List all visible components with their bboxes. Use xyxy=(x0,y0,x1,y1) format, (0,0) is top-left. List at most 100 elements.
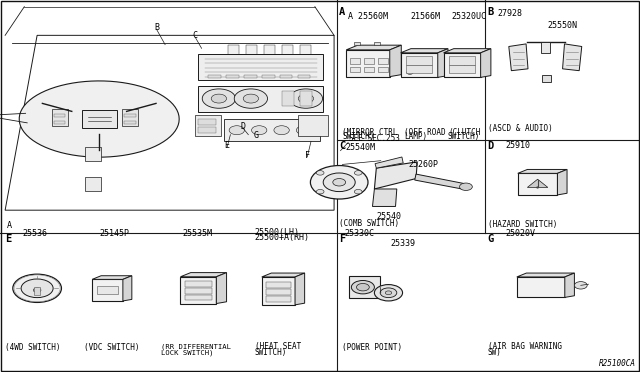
Text: (POWER POINT): (POWER POINT) xyxy=(342,343,403,352)
Circle shape xyxy=(243,94,259,103)
Bar xyxy=(124,121,136,124)
Bar xyxy=(185,295,212,301)
Text: F: F xyxy=(305,151,310,160)
Bar xyxy=(449,65,475,73)
Bar xyxy=(542,75,551,82)
Text: G: G xyxy=(488,234,494,244)
Bar xyxy=(354,42,360,45)
Text: A: A xyxy=(339,7,346,17)
Text: SW): SW) xyxy=(488,347,502,356)
Text: 25500+A(RH): 25500+A(RH) xyxy=(255,233,310,242)
Circle shape xyxy=(575,282,588,289)
Bar xyxy=(266,282,291,288)
Circle shape xyxy=(380,288,397,298)
Text: (RR DIFFERENTIAL: (RR DIFFERENTIAL xyxy=(161,344,231,350)
Bar xyxy=(282,45,293,63)
Bar xyxy=(54,114,65,117)
Bar xyxy=(282,91,294,106)
Text: (AIR BAG WARNING: (AIR BAG WARNING xyxy=(488,342,562,351)
Bar xyxy=(84,177,100,191)
Bar xyxy=(208,75,221,78)
Polygon shape xyxy=(401,53,438,77)
Polygon shape xyxy=(564,273,575,298)
Polygon shape xyxy=(527,179,548,187)
Text: 25260P: 25260P xyxy=(408,160,438,169)
Polygon shape xyxy=(481,49,491,77)
Circle shape xyxy=(202,89,236,108)
Bar xyxy=(198,127,216,133)
Bar xyxy=(224,119,320,141)
Text: (VDC SWITCH): (VDC SWITCH) xyxy=(84,343,140,352)
Bar xyxy=(198,54,323,80)
Polygon shape xyxy=(374,162,417,189)
Bar xyxy=(244,75,257,78)
Text: E: E xyxy=(5,234,12,244)
Circle shape xyxy=(356,283,369,291)
Polygon shape xyxy=(372,189,397,206)
Text: 27928: 27928 xyxy=(498,9,523,18)
Text: (MIRROR CTRL: (MIRROR CTRL xyxy=(342,128,398,137)
Bar xyxy=(52,109,68,125)
Circle shape xyxy=(460,183,472,190)
Text: 21566M: 21566M xyxy=(411,12,441,21)
Circle shape xyxy=(229,126,244,135)
Text: (COMB SWITCH): (COMB SWITCH) xyxy=(339,219,399,228)
Polygon shape xyxy=(444,49,491,53)
Text: A 25560M: A 25560M xyxy=(348,12,388,21)
Bar xyxy=(198,119,216,125)
Circle shape xyxy=(13,274,61,302)
Bar xyxy=(228,45,239,63)
Polygon shape xyxy=(375,157,403,168)
Polygon shape xyxy=(180,273,227,277)
Text: 25540M: 25540M xyxy=(346,143,376,152)
Bar xyxy=(34,287,40,295)
Text: C: C xyxy=(193,31,198,40)
Bar xyxy=(195,115,221,136)
Polygon shape xyxy=(180,277,216,304)
Circle shape xyxy=(536,187,539,188)
Text: SWITCH): SWITCH) xyxy=(342,132,375,141)
Polygon shape xyxy=(262,273,305,277)
Polygon shape xyxy=(518,173,557,195)
Text: 25320UC: 25320UC xyxy=(452,12,487,21)
Bar xyxy=(406,57,432,65)
Bar xyxy=(374,42,380,45)
Polygon shape xyxy=(346,45,401,50)
Bar xyxy=(280,75,292,78)
Bar xyxy=(226,75,239,78)
Bar xyxy=(349,276,380,298)
Bar xyxy=(364,58,374,64)
Bar xyxy=(246,45,257,63)
Text: (HAZARD SWITCH): (HAZARD SWITCH) xyxy=(488,220,557,229)
Bar xyxy=(298,115,328,136)
Polygon shape xyxy=(92,279,123,301)
Polygon shape xyxy=(557,169,567,195)
Text: B: B xyxy=(488,7,494,17)
Bar xyxy=(350,58,360,64)
Circle shape xyxy=(333,179,346,186)
Polygon shape xyxy=(438,49,448,77)
Circle shape xyxy=(310,166,368,199)
Bar xyxy=(298,75,310,78)
Bar xyxy=(300,91,312,106)
Text: (4WD SWITCH): (4WD SWITCH) xyxy=(5,343,61,352)
Bar xyxy=(300,45,311,63)
Polygon shape xyxy=(444,53,481,77)
Bar xyxy=(84,147,100,161)
Bar xyxy=(198,86,323,112)
Bar xyxy=(185,281,212,287)
Text: LOCK SWITCH): LOCK SWITCH) xyxy=(161,350,214,356)
Text: F: F xyxy=(339,234,346,244)
Bar xyxy=(406,65,432,73)
Bar xyxy=(378,67,388,72)
Circle shape xyxy=(274,126,289,135)
Text: R25100CA: R25100CA xyxy=(599,359,636,368)
Bar xyxy=(541,42,550,53)
Text: (HEAT SEAT: (HEAT SEAT xyxy=(255,342,301,351)
Polygon shape xyxy=(216,273,227,304)
Bar xyxy=(122,109,138,125)
Circle shape xyxy=(21,279,53,298)
Circle shape xyxy=(374,285,403,301)
Circle shape xyxy=(355,171,362,175)
Bar xyxy=(449,57,475,65)
